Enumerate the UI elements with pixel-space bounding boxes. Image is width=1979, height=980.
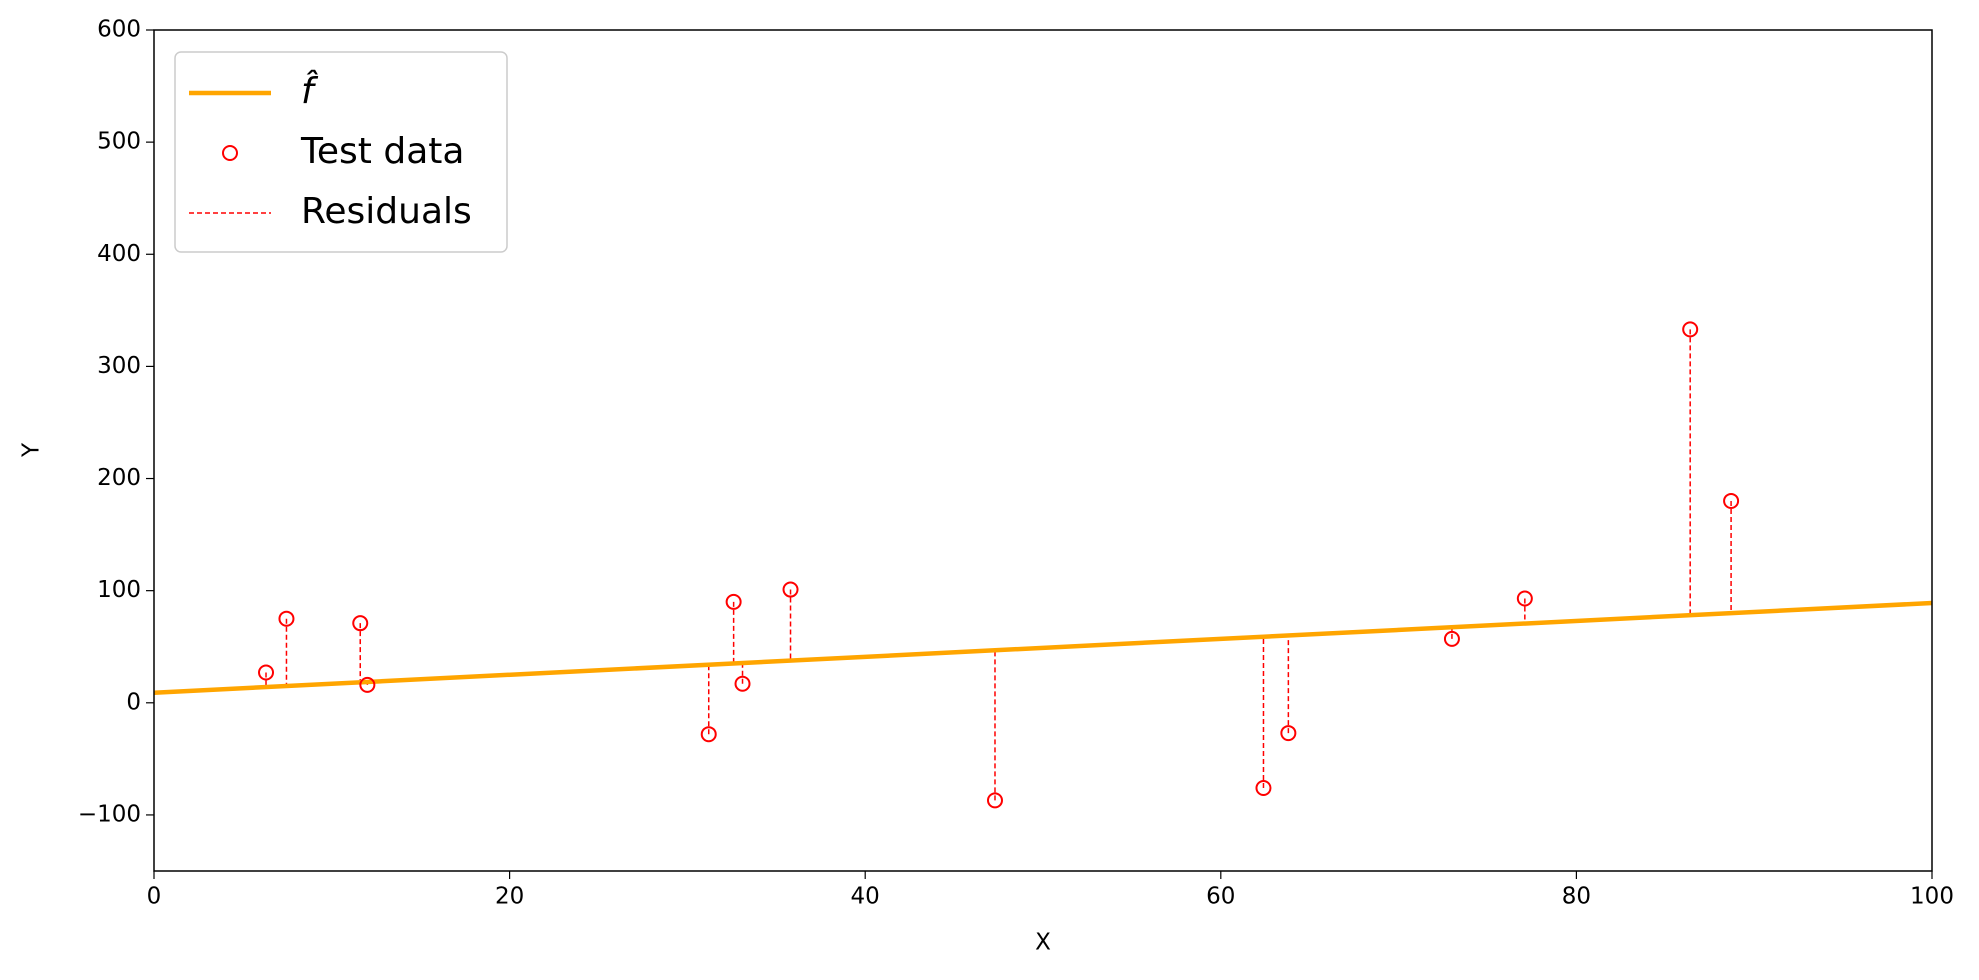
point [1280,725,1297,742]
point [1443,630,1460,647]
point [700,726,717,743]
y-tick-label: 600 [97,17,141,43]
x-tick-label: 0 [147,884,162,910]
plot-frame [153,29,1933,872]
y-tick-label: 100 [97,577,141,603]
point [258,664,275,681]
fit-line [154,600,1932,695]
x-tick-label: 40 [851,884,880,910]
point [734,675,751,692]
y-tick-label: 0 [126,689,141,715]
x-tick-label: 100 [1910,884,1954,910]
point [1723,492,1740,509]
point [986,792,1003,809]
legend-label: Residuals [301,191,472,232]
point [782,581,799,598]
x-tick-label: 80 [1562,884,1591,910]
y-tick-label: −100 [78,801,141,827]
x-tick-label: 20 [495,884,524,910]
y-tick-label: 500 [97,129,141,155]
legend-label: Test data [300,131,464,172]
x-tick-label: 60 [1206,884,1235,910]
y-tick-label: 300 [97,353,141,379]
legend-box [174,51,508,253]
point [352,615,369,632]
point [1255,780,1272,797]
legend-marker [222,145,238,161]
point [359,676,376,693]
y-tick-label: 400 [97,241,141,267]
y-tick-label: 200 [97,465,141,491]
point [1516,590,1533,607]
y-axis-label: Y [19,442,45,458]
point [725,593,742,610]
point [278,610,295,627]
point [1682,321,1699,338]
x-axis-label: X [1035,930,1051,956]
